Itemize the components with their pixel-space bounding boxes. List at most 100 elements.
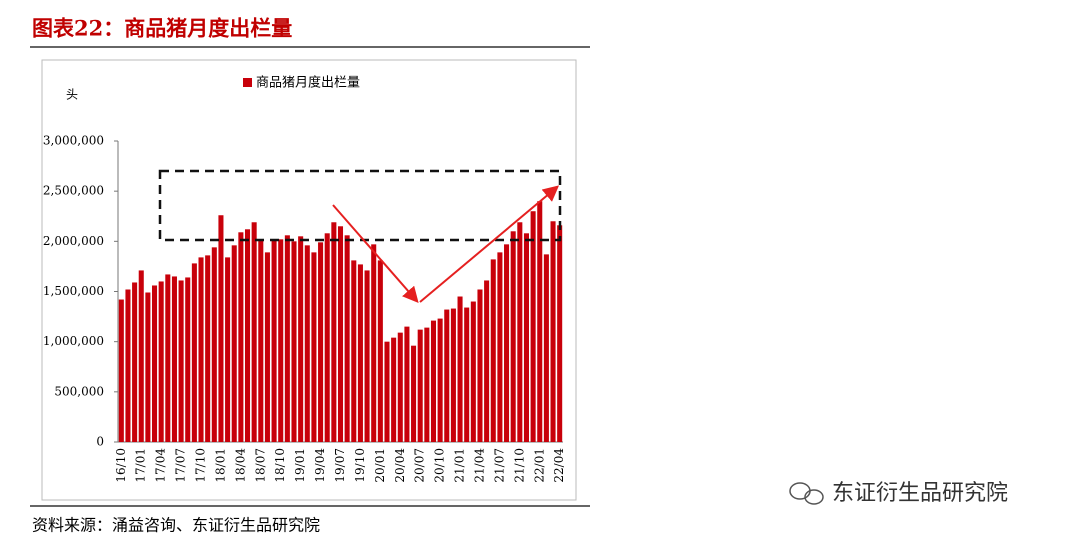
y-tick-label: 0: [96, 435, 104, 449]
x-tick-label: 20/10: [433, 448, 447, 483]
bar: [125, 289, 131, 442]
bar: [450, 308, 456, 442]
bar: [464, 307, 470, 442]
bar: [510, 231, 516, 442]
x-tick-label: 21/10: [512, 448, 526, 483]
bar: [258, 240, 264, 442]
bar: [205, 255, 211, 442]
bar: [504, 244, 510, 442]
x-tick-label: 17/10: [194, 448, 208, 483]
x-tick-label: 19/07: [333, 448, 347, 483]
bar: [530, 211, 536, 442]
bar: [231, 245, 237, 442]
bar: [238, 232, 244, 442]
bar: [417, 329, 423, 442]
bar: [537, 201, 543, 442]
bar: [424, 327, 430, 442]
bar: [278, 239, 284, 442]
bar: [397, 332, 403, 442]
x-tick-label: 16/10: [114, 448, 128, 483]
bar: [225, 257, 231, 442]
bar: [298, 236, 304, 442]
bar: [364, 270, 370, 442]
x-tick-label: 18/01: [213, 448, 227, 483]
source-note: 资料来源：涌益咨询、东证衍生品研究院: [32, 516, 320, 535]
bar: [484, 280, 490, 442]
bar: [411, 345, 417, 442]
y-tick-label: 2,000,000: [43, 234, 104, 248]
bar: [171, 276, 177, 442]
bar: [264, 252, 270, 442]
bar: [543, 254, 549, 442]
bar: [218, 215, 224, 442]
bar: [430, 320, 437, 442]
watermark-icon: [789, 482, 824, 505]
bar: [198, 257, 204, 442]
bar: [357, 264, 363, 442]
bar: [118, 299, 124, 442]
bar: [304, 245, 310, 442]
bar: [178, 280, 184, 442]
bar: [384, 341, 390, 442]
bar: [377, 260, 383, 442]
bar: [132, 282, 138, 442]
bar: [351, 260, 357, 442]
bar: [457, 296, 463, 442]
x-tick-label: 21/04: [472, 448, 486, 483]
bar: [165, 274, 171, 442]
bar: [470, 301, 476, 442]
bar: [523, 233, 529, 442]
legend-swatch: [243, 78, 252, 87]
bar: [557, 225, 563, 442]
bar: [145, 292, 151, 442]
x-tick-label: 21/01: [453, 448, 467, 483]
header-title: 图表22：商品猪月度出栏量: [32, 16, 292, 41]
bar: [444, 309, 450, 442]
x-tick-label: 17/07: [174, 448, 188, 483]
bar: [251, 222, 257, 442]
bar: [331, 222, 337, 442]
bar: [284, 235, 290, 442]
bar: [244, 229, 251, 442]
x-tick-label: 22/04: [552, 448, 566, 483]
x-tick-label: 17/01: [134, 448, 148, 483]
bar: [185, 277, 191, 442]
bar: [404, 326, 410, 442]
bar: [477, 289, 483, 442]
bar: [517, 222, 523, 442]
bar: [271, 240, 277, 442]
legend-label: 商品猪月度出栏量: [256, 75, 360, 91]
y-tick-label: 3,000,000: [43, 134, 104, 148]
y-tick-label: 1,500,000: [43, 284, 104, 298]
x-tick-label: 20/04: [393, 448, 407, 483]
y-axis-label: 头: [66, 88, 78, 102]
bar: [152, 285, 158, 442]
x-tick-label: 19/04: [313, 448, 327, 483]
bar: [437, 318, 443, 442]
x-tick-label: 18/10: [273, 448, 287, 483]
bar: [318, 242, 324, 442]
x-tick-label: 17/04: [154, 448, 168, 483]
x-tick-label: 18/07: [253, 448, 267, 483]
x-tick-label: 20/07: [413, 448, 427, 483]
trend-arrow: [332, 204, 419, 304]
bar: [291, 241, 297, 442]
bar: [490, 259, 496, 442]
x-tick-label: 19/01: [293, 448, 307, 483]
watermark: 东证衍生品研究院: [832, 481, 1008, 506]
x-tick-label: 22/01: [532, 448, 546, 483]
bar: [344, 235, 350, 442]
bar: [211, 247, 217, 442]
bar: [391, 337, 397, 442]
bar: [337, 226, 344, 442]
bar: [311, 252, 317, 442]
bar: [550, 221, 556, 442]
bar: [497, 252, 503, 442]
x-tick-label: 19/10: [353, 448, 367, 483]
highlight-box: [158, 169, 562, 242]
y-tick-label: 500,000: [54, 384, 104, 398]
y-tick-label: 2,500,000: [43, 184, 104, 198]
bar: [324, 233, 330, 442]
bar: [191, 263, 197, 442]
